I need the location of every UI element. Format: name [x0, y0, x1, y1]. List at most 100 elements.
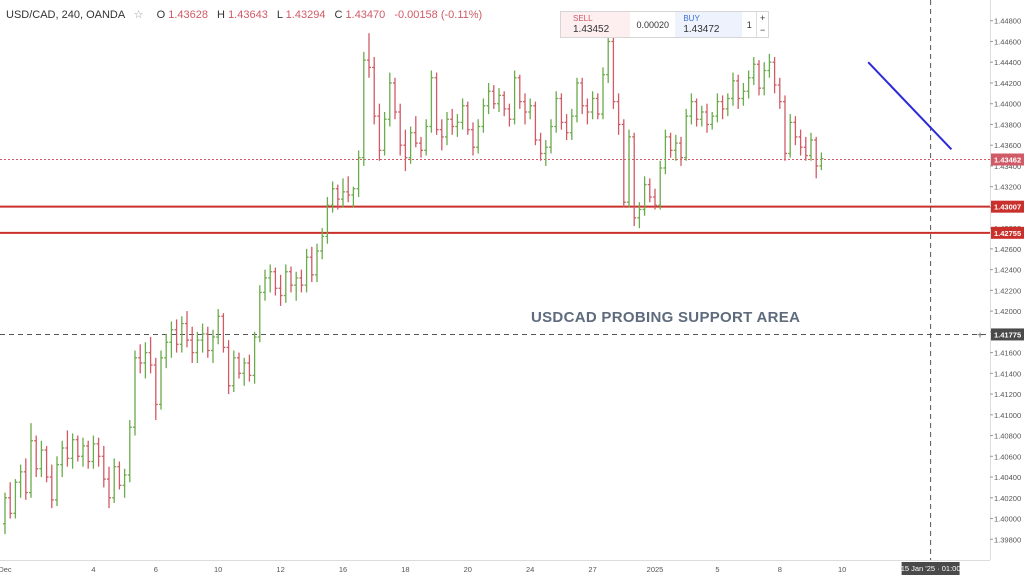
- ohlc-bar: [595, 93, 600, 120]
- ohlc-bar: [798, 129, 803, 156]
- high-value: 1.43643: [228, 9, 268, 21]
- sell-label: SELL: [573, 14, 593, 23]
- y-tick-label: 1.42000: [994, 307, 1021, 316]
- ohlc-bar: [44, 445, 49, 483]
- ohlc-bar: [497, 88, 501, 112]
- open-label: O: [156, 9, 166, 21]
- ohlc-bar: [164, 333, 169, 369]
- ohlc-bar: [138, 344, 143, 374]
- y-tick-label: 1.43800: [994, 120, 1021, 129]
- buy-button[interactable]: BUY 1.43472: [675, 12, 743, 37]
- ohlc-bar: [419, 136, 423, 158]
- ohlc-bar: [231, 350, 236, 392]
- ohlc-bar: [564, 114, 569, 140]
- crosshair-price-badge: [991, 328, 1024, 341]
- ohlc-bar: [653, 188, 657, 210]
- x-tick-label: 4: [91, 565, 95, 574]
- ohlc-bar: [174, 319, 179, 353]
- support-price-badge: [991, 200, 1024, 213]
- ohlc-bar: [148, 337, 153, 374]
- ohlc-bar: [221, 313, 226, 353]
- low-value: 1.43294: [285, 9, 326, 21]
- ohlc-bar: [663, 129, 668, 175]
- ohlc-bar: [606, 31, 611, 83]
- y-tick-label: 1.41200: [994, 390, 1021, 399]
- ohlc-bar: [242, 357, 247, 386]
- x-tick-label: 10: [838, 565, 846, 574]
- current-price-badge: [991, 153, 1024, 166]
- ohlc-bar: [133, 350, 137, 436]
- y-tick-label: 1.41400: [994, 369, 1021, 378]
- ohlc-bar: [491, 85, 496, 109]
- ohlc-bar: [512, 70, 517, 125]
- crosshair-price-label: 1.41775: [994, 330, 1021, 339]
- ohlc-bar: [585, 98, 590, 125]
- x-tick-label: 6: [154, 565, 158, 574]
- ohlc-bar: [767, 53, 772, 78]
- y-tick-label: 1.44400: [994, 58, 1021, 67]
- ohlc-bar: [783, 95, 787, 161]
- ohlc-bar: [335, 184, 340, 210]
- ohlc-bar: [731, 72, 735, 106]
- ohlc-bar: [741, 82, 746, 106]
- ohlc-bar: [81, 437, 85, 467]
- ohlc-bar: [361, 51, 366, 166]
- current-price-label: 1.43462: [994, 155, 1021, 164]
- ohlc-bar: [460, 98, 465, 130]
- ohlc-bar: [185, 311, 189, 348]
- decrease-button[interactable]: −: [759, 25, 766, 35]
- ohlc-bar: [216, 309, 221, 345]
- y-tick-label: 1.42600: [994, 245, 1021, 254]
- cursor-time-label: 15 Jan '25 · 01:00: [901, 564, 961, 573]
- ohlc-bar: [434, 72, 439, 135]
- ohlc-bar: [725, 93, 730, 117]
- ohlc-bar: [803, 136, 808, 161]
- ohlc-bar: [772, 57, 777, 94]
- y-tick-label: 1.40800: [994, 432, 1021, 441]
- ohlc-bar: [309, 246, 314, 283]
- ohlc-bar: [439, 119, 444, 151]
- ohlc-bar: [372, 57, 377, 125]
- ohlc-bar: [528, 98, 533, 120]
- ohlc-bar: [424, 119, 429, 156]
- sell-button[interactable]: SELL 1.43452: [561, 12, 631, 37]
- ohlc-bar: [382, 112, 387, 156]
- ohlc-bar: [320, 228, 325, 260]
- ohlc-bar: [211, 329, 215, 363]
- ohlc-bar: [762, 62, 767, 96]
- ohlc-bar: [777, 77, 782, 109]
- ohlc-bar: [195, 331, 200, 363]
- change-value: -0.00158 (-0.11%): [394, 9, 483, 21]
- x-tick-label: Dec: [0, 565, 12, 574]
- ohlc-bar: [507, 103, 512, 127]
- ohlc-bar: [122, 468, 127, 498]
- y-tick-label: 1.40000: [994, 515, 1021, 524]
- ohlc-bar: [736, 74, 741, 109]
- buy-price: 1.43472: [683, 24, 720, 35]
- symbol-label: USD/CAD, 240, OANDA: [6, 9, 125, 21]
- x-tick-label: 5: [715, 565, 719, 574]
- high-label: H: [217, 9, 225, 21]
- y-tick-label: 1.43600: [994, 141, 1021, 150]
- ohlc-bar: [543, 140, 548, 166]
- ohlc-bar: [96, 437, 101, 467]
- ohlc-bar: [268, 264, 273, 293]
- ohlc-bar: [304, 248, 309, 293]
- ohlc-bar: [601, 67, 605, 120]
- y-tick-label: 1.44600: [994, 37, 1021, 46]
- quantity-value[interactable]: 1: [746, 20, 752, 30]
- ohlc-bar: [413, 116, 418, 148]
- increase-button[interactable]: +: [759, 13, 766, 23]
- ohlc-bar: [70, 433, 75, 469]
- ohlc-bar: [809, 132, 813, 161]
- ohlc-bar: [294, 271, 299, 301]
- ohlc-bar: [273, 267, 278, 296]
- ohlc-bar: [247, 354, 252, 382]
- x-tick-label: 18: [401, 565, 409, 574]
- ohlc-bar: [481, 98, 486, 133]
- y-tick-label: 1.40600: [994, 452, 1021, 461]
- ohlc-bar: [3, 492, 7, 535]
- star-icon[interactable]: ☆: [133, 9, 144, 21]
- ohlc-bar: [632, 132, 637, 227]
